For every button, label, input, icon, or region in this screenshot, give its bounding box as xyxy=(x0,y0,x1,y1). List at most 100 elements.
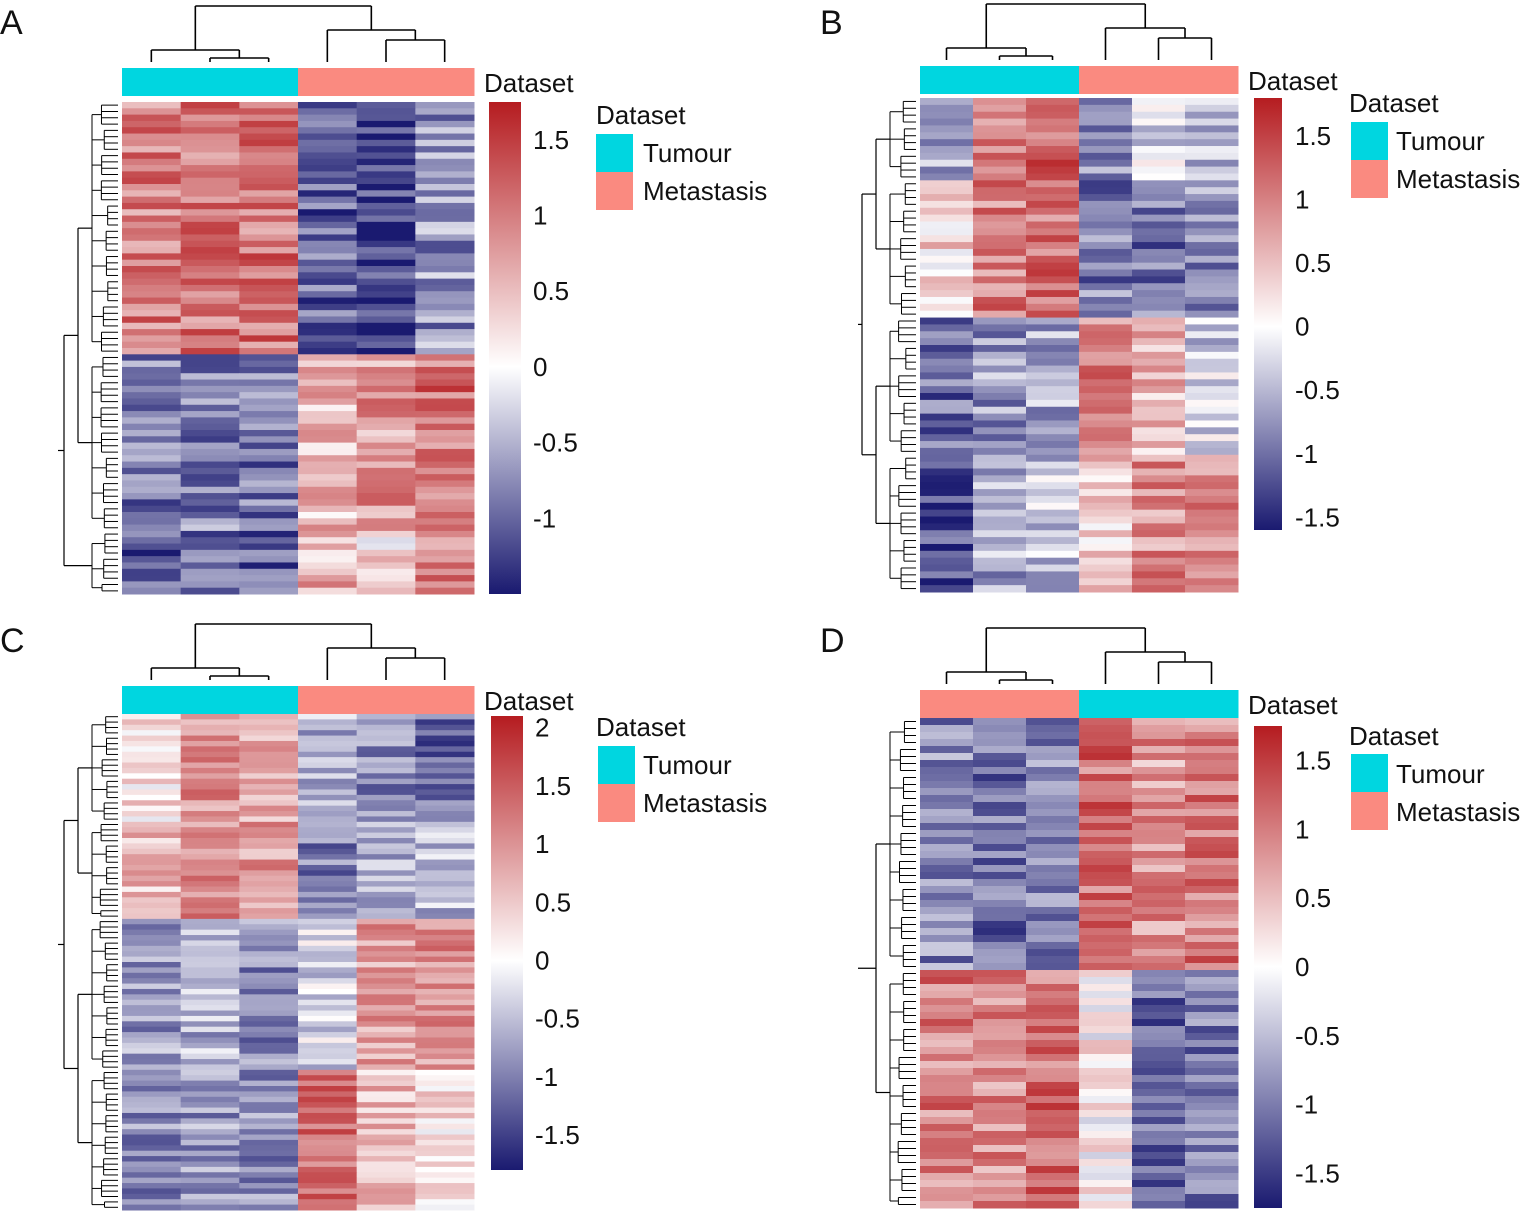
heatmap-cell xyxy=(239,1150,299,1157)
heatmap-cell xyxy=(973,111,1027,120)
heatmap-cell xyxy=(415,870,475,877)
heatmap-cell xyxy=(1132,447,1186,456)
heatmap-cell xyxy=(298,962,358,968)
heatmap-cell xyxy=(122,940,182,947)
heatmap-cell xyxy=(239,461,299,469)
heatmap-cell xyxy=(239,303,299,311)
heatmap-cell xyxy=(239,259,299,267)
heatmap-cell xyxy=(239,778,299,785)
heatmap-cell xyxy=(920,1131,974,1139)
heatmap-cell xyxy=(1079,1040,1133,1048)
heatmap-cell xyxy=(1026,879,1080,887)
heatmap-cell xyxy=(1132,746,1186,754)
heatmap-cell xyxy=(1079,235,1133,243)
heatmap-cell xyxy=(122,838,182,844)
heatmap-cell xyxy=(920,379,974,387)
legend-label-tumour: Tumour xyxy=(1396,126,1485,156)
heatmap-cell xyxy=(920,98,974,106)
heatmap-cell xyxy=(973,767,1027,775)
heatmap-cell xyxy=(298,1166,358,1173)
heatmap-cell xyxy=(1079,200,1133,209)
heatmap-cell xyxy=(356,891,416,898)
heatmap-cell xyxy=(415,253,475,261)
heatmap-cell xyxy=(1026,1096,1080,1104)
heatmap-cell xyxy=(1132,760,1186,768)
heatmap-cell xyxy=(415,1091,475,1098)
heatmap-cell xyxy=(1185,324,1239,332)
heatmap-cell xyxy=(298,1204,358,1211)
heatmap-cell xyxy=(973,379,1027,387)
heatmap-cell xyxy=(920,1201,974,1209)
heatmap-cell xyxy=(298,474,358,481)
heatmap-cell xyxy=(415,1032,475,1038)
legend-swatch-tumour xyxy=(598,746,635,784)
heatmap-cell xyxy=(180,740,240,747)
heatmap-cell xyxy=(1185,139,1239,147)
heatmap-cell xyxy=(415,978,475,985)
annotation-cell xyxy=(122,68,182,96)
heatmap-cell xyxy=(239,962,299,968)
colorbar-tick-label: 1.5 xyxy=(1295,121,1331,151)
heatmap-cell xyxy=(122,935,182,941)
heatmap-cell xyxy=(122,190,182,198)
heatmap-cell xyxy=(1132,214,1186,222)
heatmap-cell xyxy=(1026,746,1080,754)
colorbar xyxy=(491,716,523,1170)
heatmap-cell xyxy=(180,1059,240,1065)
heatmap-cell xyxy=(1185,1159,1239,1167)
heatmap-cell xyxy=(1185,255,1239,264)
heatmap-cell xyxy=(1185,1117,1239,1125)
heatmap-cell xyxy=(239,455,299,463)
heatmap-cell xyxy=(239,935,299,941)
heatmap-cell xyxy=(122,379,182,387)
heatmap-cell xyxy=(973,788,1027,796)
heatmap-cell xyxy=(122,789,182,796)
heatmap-cell xyxy=(973,338,1027,346)
heatmap-cell xyxy=(1026,159,1080,168)
heatmap-cell xyxy=(1132,146,1186,154)
heatmap-cell xyxy=(122,430,182,437)
heatmap-cell xyxy=(415,1026,475,1033)
heatmap-cell xyxy=(1026,420,1080,428)
heatmap-cell xyxy=(180,821,240,828)
heatmap-cell xyxy=(180,549,240,557)
colorbar-tick-label: 0 xyxy=(535,945,549,975)
heatmap-cell xyxy=(1026,413,1080,421)
heatmap-cell xyxy=(122,417,182,425)
heatmap-cell xyxy=(1132,1138,1186,1146)
heatmap-cell xyxy=(1079,523,1133,531)
heatmap-cell xyxy=(1026,482,1080,490)
heatmap-cell xyxy=(973,1096,1027,1104)
heatmap-cell xyxy=(356,800,416,807)
heatmap-cell xyxy=(920,1054,974,1062)
heatmap-cell xyxy=(1079,753,1133,761)
heatmap-cell xyxy=(356,228,416,235)
heatmap-cell xyxy=(122,740,182,747)
heatmap-cell xyxy=(415,404,475,412)
heatmap-cell xyxy=(298,719,358,726)
heatmap-cell xyxy=(1026,774,1080,782)
heatmap-cell xyxy=(298,881,358,888)
heatmap-cell xyxy=(180,253,240,261)
heatmap-cell xyxy=(920,152,974,161)
heatmap-cell xyxy=(415,972,475,979)
legend-label-metastasis: Metastasis xyxy=(1396,797,1520,827)
heatmap-cell xyxy=(1079,795,1133,803)
heatmap-cell xyxy=(973,1082,1027,1090)
heatmap-cell xyxy=(180,284,240,292)
heatmap-cell xyxy=(180,1102,240,1109)
heatmap-cell xyxy=(920,194,974,202)
heatmap-cell xyxy=(1026,886,1080,894)
heatmap-cell xyxy=(920,1040,974,1048)
heatmap-cell xyxy=(1132,865,1186,873)
heatmap-cell xyxy=(1185,1047,1239,1055)
heatmap-cell xyxy=(973,221,1027,229)
heatmap-cell xyxy=(122,549,182,557)
heatmap-cell xyxy=(122,913,182,920)
annotation-cell xyxy=(1026,690,1080,718)
heatmap-cell xyxy=(1185,118,1239,126)
heatmap-cell xyxy=(920,228,974,236)
heatmap-cell xyxy=(415,1086,475,1092)
heatmap-cell xyxy=(1132,173,1186,181)
heatmap-cell xyxy=(1132,788,1186,796)
